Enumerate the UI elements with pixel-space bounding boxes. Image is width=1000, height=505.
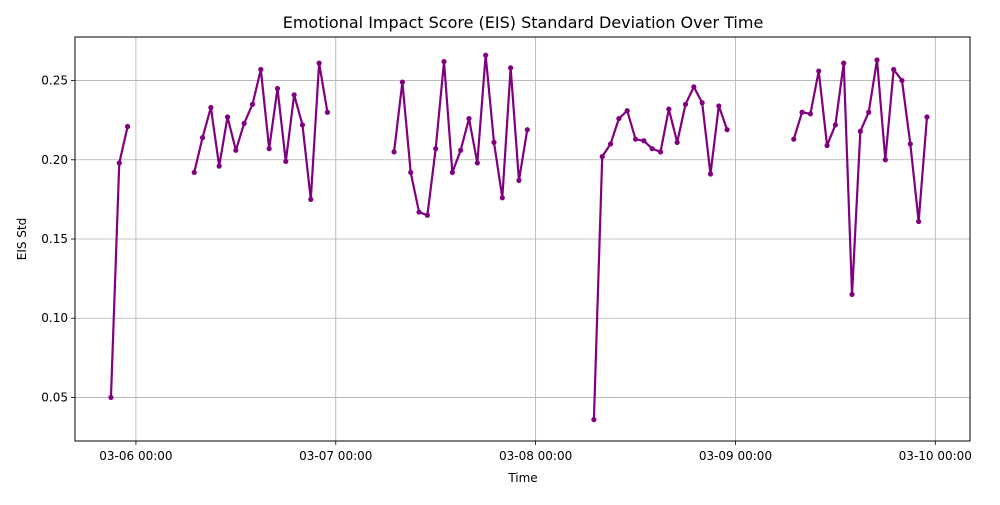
data-point <box>324 109 331 115</box>
data-point <box>807 111 814 117</box>
data-point <box>249 101 256 107</box>
data-point <box>399 79 405 85</box>
x-axis-ticks: 03-06 00:00 03-07 00:00 03-08 00:00 03-09 0… <box>99 441 972 463</box>
data-point <box>524 127 530 133</box>
data-point <box>458 147 464 153</box>
data-point <box>483 52 489 58</box>
data-point <box>907 141 913 147</box>
data-point <box>924 114 930 120</box>
data-point <box>891 66 897 73</box>
data-point <box>283 158 289 164</box>
data-point <box>441 58 447 65</box>
y-tick-label: 0.15 <box>41 232 68 246</box>
data-point <box>874 57 880 63</box>
data-point <box>632 136 639 142</box>
data-point <box>224 114 231 120</box>
x-tick-label: 03-10 00:00 <box>899 449 972 463</box>
data-point <box>616 115 622 122</box>
x-tick-label: 03-07 00:00 <box>299 449 372 463</box>
x-tick-label: 03-09 00:00 <box>699 449 772 463</box>
data-point <box>116 160 122 166</box>
data-point <box>824 142 830 149</box>
data-point <box>816 68 822 74</box>
data-point <box>108 394 114 401</box>
data-point <box>291 92 297 98</box>
x-tick-label: 03-08 00:00 <box>499 449 572 463</box>
data-point <box>591 417 597 423</box>
data-point <box>274 85 281 92</box>
data-point <box>416 209 422 215</box>
data-point <box>666 106 672 112</box>
data-point <box>882 157 888 163</box>
data-point <box>716 103 722 109</box>
x-axis-label: Time <box>507 471 537 485</box>
data-point <box>258 66 264 73</box>
data-point <box>391 149 397 155</box>
data-point <box>299 122 306 128</box>
data-point <box>241 120 247 126</box>
data-point <box>499 195 505 201</box>
data-point <box>199 135 206 141</box>
data-point <box>191 169 197 176</box>
data-point <box>433 146 439 152</box>
data-point <box>699 100 705 106</box>
data-points <box>108 52 930 423</box>
data-point <box>208 104 214 111</box>
data-point <box>516 177 522 183</box>
data-point <box>641 138 647 144</box>
y-tick-label: 0.20 <box>41 153 68 167</box>
y-axis-label: EIS Std <box>15 218 29 261</box>
data-point <box>682 101 689 107</box>
data-point <box>691 84 697 90</box>
data-point <box>849 291 855 298</box>
data-point <box>466 115 472 122</box>
data-point <box>707 171 714 177</box>
y-axis-ticks: 0.05 0.10 0.15 0.20 0.25 <box>41 74 75 404</box>
data-point <box>832 122 838 128</box>
data-point <box>316 60 322 66</box>
data-point <box>607 141 614 147</box>
y-tick-label: 0.25 <box>41 74 68 88</box>
data-point <box>474 160 480 166</box>
data-point <box>866 109 872 115</box>
data-point <box>674 139 680 145</box>
data-point <box>491 139 497 145</box>
data-point <box>599 154 605 160</box>
data-point <box>508 65 514 71</box>
data-point <box>649 146 655 152</box>
data-point <box>216 163 222 169</box>
data-point <box>624 108 630 114</box>
data-point <box>841 60 847 66</box>
y-tick-label: 0.10 <box>41 311 68 325</box>
data-point <box>424 212 430 218</box>
data-point <box>791 136 797 142</box>
data-point <box>857 128 863 134</box>
y-tick-label: 0.05 <box>41 390 68 404</box>
chart-title: Emotional Impact Score (EIS) Standard De… <box>283 13 764 32</box>
data-point <box>308 196 314 202</box>
data-point <box>266 146 272 152</box>
data-point <box>799 109 805 115</box>
data-point <box>408 169 414 176</box>
data-point <box>657 149 664 155</box>
data-point <box>724 127 730 133</box>
data-point <box>916 218 922 225</box>
data-point <box>233 147 239 153</box>
x-tick-label: 03-06 00:00 <box>99 449 172 463</box>
data-point <box>899 77 905 84</box>
data-point <box>125 123 131 130</box>
data-point <box>449 169 455 176</box>
